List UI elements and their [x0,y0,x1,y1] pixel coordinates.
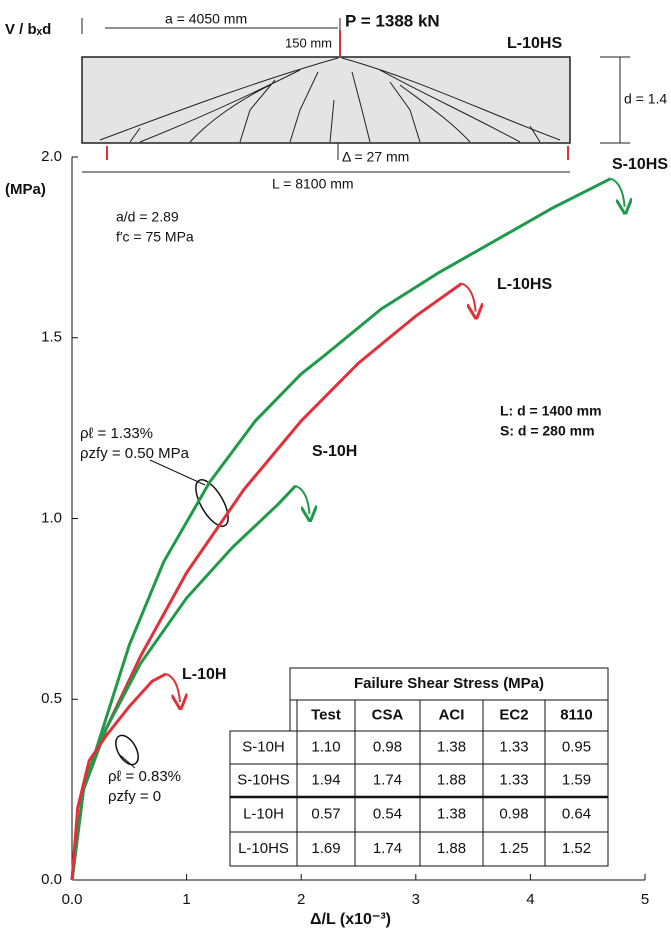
x-tick-label: 4 [526,891,534,908]
y-axis-label: V / bₓd [5,21,51,38]
table-cell: 1.33 [499,738,528,755]
table-cell: 1.88 [437,840,466,857]
x-tick-label: 0.0 [62,891,83,908]
x-tick-label: 2 [297,891,305,908]
table-cell: 1.38 [437,738,466,755]
series-label: L-10HS [497,276,552,293]
column-header: EC2 [499,706,528,723]
table-cell: 1.38 [437,805,466,822]
annotation: L: d = 1400 mm [500,403,602,419]
failure-arrow [462,284,476,312]
table-cell: 1.25 [499,840,528,857]
annotation: a = 4050 mm [165,11,247,27]
row-header: S-10HS [237,771,290,788]
x-axis-label: Δ/L (x10⁻³) [310,911,391,928]
table-cell: 1.88 [437,771,466,788]
table-cell: 1.52 [562,840,591,857]
y-tick-label: 0.5 [41,690,62,707]
table-cell: 1.33 [499,771,528,788]
leader [150,460,205,485]
series-label: S-10HS [612,156,668,173]
failure-arrow [611,179,625,207]
y-tick-label: 1.5 [41,329,62,346]
x-tick-label: 1 [182,891,190,908]
table-cell: 1.74 [373,840,402,857]
annotation: ρzfy = 0 [108,788,161,805]
table-cell: 1.59 [562,771,591,788]
x-tick-label: 3 [412,891,420,908]
annotation: 150 mm [285,35,332,50]
annotation: a/d = 2.89 [116,209,179,225]
table-cell: 0.64 [562,805,591,822]
column-header: CSA [372,706,404,723]
column-header: ACI [439,706,465,723]
beam-diagram: a = 4050 mm P = 1388 kN 150 mm L-10HS d … [82,11,671,192]
y-axis-unit: (MPa) [5,181,46,198]
annotation: d = 1.4 m [624,91,671,107]
annotation: ρℓ = 0.83% [108,768,181,785]
row-header: L-10H [243,805,284,822]
annotation: Δ = 27 mm [342,149,409,165]
failure-arrow [295,486,309,514]
column-header: 8110 [560,706,593,723]
annotation: f′c = 75 MPa [116,229,194,245]
table-cell: 0.98 [373,738,402,755]
table-cell: 1.69 [311,840,340,857]
table-frame [290,668,608,866]
y-tick-label: 1.0 [41,509,62,526]
annotation: L = 8100 mm [272,176,354,192]
series-label: S-10H [312,443,357,460]
row-header: S-10H [242,738,285,755]
x-tick-label: 5 [641,891,649,908]
table-title: Failure Shear Stress (MPa) [354,675,544,692]
table-cell: 1.10 [311,738,340,755]
annotation: ρzfy = 0.50 MPa [80,445,190,462]
table-cell: 1.74 [373,771,402,788]
annotation: S: d = 280 mm [500,423,595,439]
table-cell: 0.98 [499,805,528,822]
callout [111,732,143,769]
table-cell: 0.57 [311,805,340,822]
y-tick-label: 2.0 [41,148,62,165]
chart: a = 4050 mm P = 1388 kN 150 mm L-10HS d … [0,0,671,943]
series-label: L-10H [182,666,226,683]
table-cell: 0.95 [562,738,591,755]
column-header: Test [311,706,341,723]
annotation: L-10HS [507,35,562,52]
annotation: ρℓ = 1.33% [80,425,153,442]
y-tick-label: 0.0 [41,871,62,888]
row-header: L-10HS [238,840,289,857]
table-cell: 1.94 [311,771,340,788]
annotation: P = 1388 kN [345,11,440,30]
leader [120,755,135,768]
table-cell: 0.54 [373,805,402,822]
failure-arrow [166,674,180,702]
